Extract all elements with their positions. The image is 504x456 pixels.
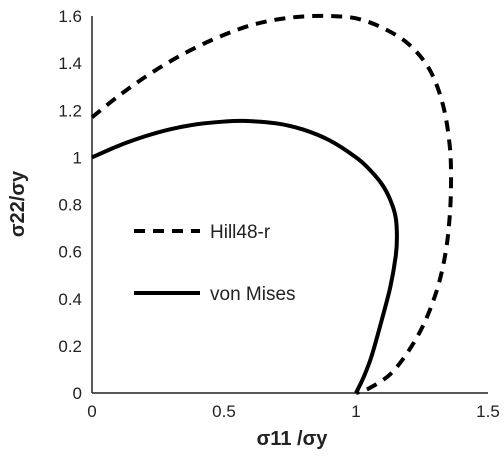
- x-tick-labels: 0 0.5 1 1.5: [87, 402, 500, 421]
- y-tick-label: 0.8: [58, 196, 82, 215]
- x-tick-label: 0.5: [212, 402, 236, 421]
- y-tick-label: 1: [73, 148, 82, 167]
- x-tick-label: 0: [87, 402, 96, 421]
- x-tick-label: 1.5: [476, 402, 500, 421]
- legend: Hill48-r von Mises: [134, 222, 296, 305]
- y-tick-label: 1.6: [58, 7, 82, 26]
- y-tick-label: 0.4: [58, 290, 82, 309]
- y-tick-label: 1.2: [58, 101, 82, 120]
- y-axis-title: σ22/σy: [7, 170, 29, 237]
- y-tick-label: 0: [73, 384, 82, 403]
- y-tick-label: 1.4: [58, 54, 82, 73]
- y-tick-label: 0.2: [58, 337, 82, 356]
- legend-label-hill48: Hill48-r: [210, 222, 271, 243]
- y-tick-label: 0.6: [58, 243, 82, 262]
- series-line-von-mises: [91, 118, 399, 394]
- series-line-hill48-r: [90, 13, 454, 395]
- x-tick-label: 1: [351, 402, 360, 421]
- legend-label-von-mises: von Mises: [210, 284, 296, 305]
- x-axis-title: σ11 /σy: [257, 428, 329, 450]
- axes: [91, 16, 488, 394]
- y-tick-labels: 0 0.2 0.4 0.6 0.8 1 1.2 1.4 1.6: [58, 7, 82, 403]
- series-layer: [90, 13, 454, 395]
